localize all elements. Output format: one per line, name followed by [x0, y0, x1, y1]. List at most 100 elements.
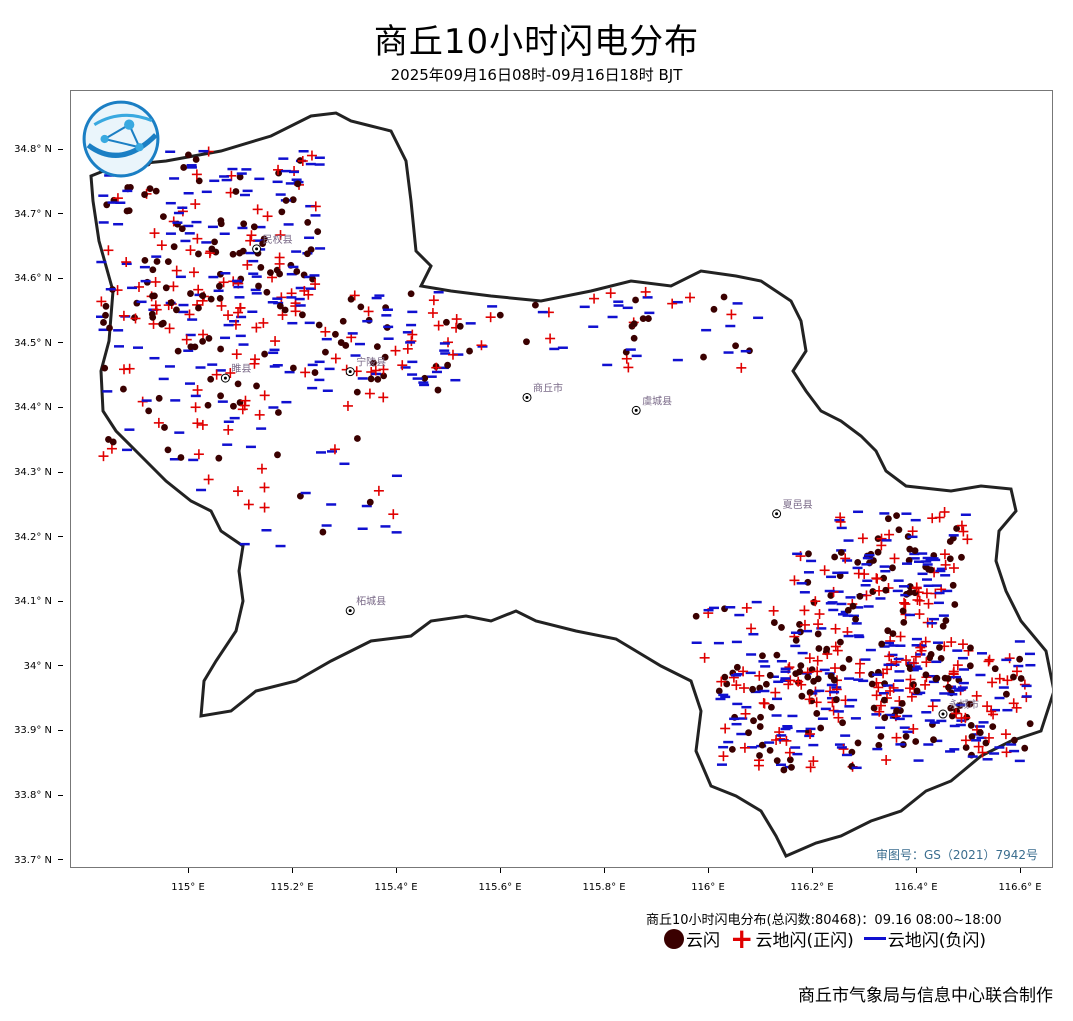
cloud-flash-mark	[951, 601, 959, 608]
cloud-flash-mark	[721, 673, 729, 681]
cloud-flash-mark	[766, 746, 774, 754]
city-marker[interactable]: 民权县	[252, 233, 293, 254]
cloud-flash-mark	[796, 621, 803, 628]
cloud-flash-mark	[750, 717, 757, 725]
latitude-tick-label: 33.9° N	[14, 725, 63, 736]
latitude-tick-label: 34.8° N	[14, 144, 63, 155]
cloud-flash-mark	[267, 269, 274, 277]
cloud-flash-mark	[232, 188, 240, 195]
cloud-flash-mark	[830, 676, 838, 684]
longitude-tick-label: 115° E	[171, 882, 205, 893]
cloud-flash-mark	[880, 696, 888, 704]
cloud-flash-mark	[792, 636, 800, 644]
cloud-flash-mark	[759, 652, 766, 660]
cloud-flash-mark	[263, 288, 271, 296]
cloud-flash-mark	[930, 736, 937, 744]
cloud-flash-mark	[881, 714, 889, 722]
cloud-flash-mark	[989, 723, 997, 731]
city-label: 民权县	[263, 233, 293, 246]
cloud-flash-mark	[797, 662, 805, 670]
cloud-flash-mark	[159, 213, 167, 221]
cloud-flash-mark	[253, 382, 260, 390]
cloud-flash-mark	[839, 719, 846, 727]
city-marker[interactable]: 商丘市	[522, 381, 563, 402]
cloud-flash-mark	[161, 424, 168, 431]
cloud-flash-mark	[900, 619, 908, 626]
city-marker[interactable]: 虞城县	[631, 394, 672, 415]
cloud-flash-mark	[733, 663, 741, 671]
cloud-flash-mark	[131, 314, 138, 321]
cloud-flash-mark	[456, 322, 464, 330]
cloud-flash-mark	[278, 208, 286, 216]
cloud-flash-icon	[664, 928, 684, 949]
cloud-flash-mark	[141, 256, 149, 264]
city-marker[interactable]: 柘城县	[345, 595, 386, 616]
lightning-summary: 商丘10小时闪电分布(总闪数:80468)：09.16 08:00~18:00	[646, 913, 1002, 928]
cloud-flash-mark	[167, 299, 175, 306]
cloud-flash-mark	[953, 525, 960, 532]
cloud-flash-mark	[380, 372, 388, 380]
cloud-flash-mark	[1021, 744, 1029, 752]
longitude-tick-mark	[916, 868, 917, 873]
cloud-flash-mark	[700, 353, 707, 361]
cloud-flash-mark	[217, 392, 224, 400]
longitude-tick-label: 115.6° E	[478, 882, 522, 893]
cloud-flash-mark	[948, 712, 956, 720]
longitude-tick-label: 115.8° E	[582, 882, 626, 893]
cloud-flash-mark	[815, 645, 823, 652]
negative-flash-icon	[863, 937, 886, 940]
cloud-flash-mark	[966, 662, 974, 670]
cloud-flash-mark	[357, 303, 365, 311]
cloud-flash-mark	[756, 684, 764, 692]
cloud-flash-mark	[906, 665, 914, 672]
city-marker[interactable]: 睢县	[220, 362, 251, 383]
cloud-flash-mark	[347, 295, 355, 303]
cloud-flash-mark	[745, 729, 752, 737]
latitude-tick-label: 34.1° N	[14, 596, 63, 607]
cloud-flash-mark	[444, 361, 451, 369]
cloud-flash-mark	[899, 607, 907, 615]
cloud-flash-mark	[1010, 673, 1017, 681]
cloud-flash-mark	[902, 733, 910, 740]
cloud-flash-mark	[187, 343, 195, 351]
cloud-flash-mark	[337, 339, 345, 346]
cloud-flash-mark	[187, 290, 194, 297]
cloud-flash-mark	[854, 558, 862, 566]
cloud-flash-mark	[976, 729, 984, 736]
cloud-flash-mark	[773, 757, 781, 765]
cloud-flash-mark	[827, 592, 835, 599]
cloud-flash-mark	[101, 364, 109, 372]
latitude-tick-label: 34.3° N	[14, 467, 63, 478]
legend-positive-label: 云地闪(正闪)	[755, 931, 854, 951]
cloud-flash-mark	[757, 713, 764, 721]
cloud-flash-mark	[195, 250, 202, 258]
city-marker[interactable]: 夏邑县	[772, 499, 813, 519]
cloud-flash-mark	[942, 617, 950, 624]
cloud-flash-mark	[149, 266, 157, 274]
cloud-flash-mark	[366, 498, 374, 506]
cloud-flash-mark	[889, 630, 897, 637]
cloud-flash-mark	[204, 401, 212, 409]
cloud-flash-mark	[844, 606, 852, 614]
legend-negative: 云地闪(负闪)	[863, 926, 986, 951]
cloud-flash-mark	[766, 671, 774, 679]
city-marker[interactable]: 永城市	[938, 698, 979, 719]
cloud-flash-mark	[786, 756, 794, 764]
cloud-flash-mark	[207, 295, 215, 303]
cloud-flash-mark	[884, 627, 892, 635]
city-marker[interactable]: 宁陵县	[345, 356, 386, 377]
cloud-flash-mark	[893, 707, 900, 715]
cloud-flash-mark	[852, 615, 859, 623]
cloud-flash-mark	[255, 282, 262, 290]
map-frame[interactable]: 民权县睢县 宁陵县商丘市虞城县夏邑县柘城县永城市	[70, 90, 1053, 868]
cloud-flash-mark	[632, 296, 639, 304]
cloud-flash-mark	[870, 704, 878, 712]
cloud-flash-mark	[982, 739, 990, 747]
cloud-flash-mark	[968, 733, 976, 741]
cloud-flash-mark	[523, 338, 530, 346]
cloud-flash-mark	[911, 547, 919, 555]
cloud-flash-mark	[889, 564, 896, 572]
longitude-tick-mark	[292, 868, 293, 873]
cloud-flash-mark	[823, 645, 831, 653]
